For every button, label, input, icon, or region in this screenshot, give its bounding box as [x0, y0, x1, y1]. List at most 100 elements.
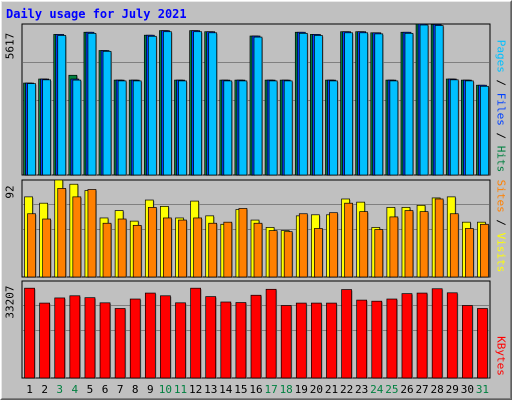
- sites-bar: [329, 212, 338, 278]
- day-label: 21: [325, 383, 338, 396]
- day-label: 4: [72, 383, 79, 396]
- sites-bar: [132, 224, 142, 278]
- pages-bar: [465, 80, 474, 176]
- sites-bar: [449, 213, 459, 278]
- kbytes-bar: [54, 297, 66, 379]
- day-label: 20: [310, 383, 323, 396]
- kbytes-bar: [311, 302, 322, 379]
- sites-bar: [268, 230, 278, 278]
- pages-bar: [102, 50, 112, 176]
- kbytes-bar: [462, 305, 473, 379]
- day-label: 26: [400, 383, 413, 396]
- pages-bar: [87, 32, 97, 176]
- kbytes-bar: [401, 293, 413, 379]
- sites-bar: [117, 218, 127, 278]
- kbytes-bar: [386, 298, 398, 379]
- sites-bar: [298, 213, 308, 278]
- sites-bar: [223, 221, 233, 278]
- pages-bar: [419, 24, 429, 176]
- day-label: 27: [415, 383, 428, 396]
- sites-bar: [419, 211, 429, 278]
- pages-bar: [208, 32, 218, 176]
- sites-bar: [27, 213, 36, 278]
- sites-bar: [193, 217, 202, 278]
- sites-bar: [344, 202, 353, 278]
- kbytes-bar: [235, 302, 247, 379]
- kbytes-bar: [99, 302, 111, 379]
- day-label: 11: [174, 383, 187, 396]
- day-label: 6: [102, 383, 109, 396]
- kbytes-bar: [477, 308, 488, 379]
- pages-bar: [434, 25, 444, 176]
- pages-bar: [132, 80, 142, 176]
- pages-bar: [374, 33, 384, 176]
- kbytes-bar: [280, 305, 292, 379]
- pages-bar: [253, 36, 263, 176]
- day-label: 23: [355, 383, 368, 396]
- hits-files-pages-bars: [23, 23, 490, 177]
- kbytes-bar: [265, 288, 277, 379]
- sites-bar: [163, 217, 172, 278]
- sites-bar: [42, 218, 51, 278]
- pages-bar: [283, 80, 293, 176]
- sites-bar: [283, 231, 293, 278]
- kbytes-bar: [129, 298, 141, 379]
- pages-bar: [404, 32, 414, 176]
- sites-bar: [434, 198, 444, 278]
- pages-bar: [117, 80, 127, 176]
- day-label: 18: [280, 383, 293, 396]
- sites-bar: [147, 207, 157, 278]
- day-label: 10: [159, 383, 172, 396]
- pages-bar: [449, 79, 459, 176]
- sites-bar: [359, 211, 369, 278]
- sites-bar: [178, 219, 187, 278]
- pages-bar: [57, 35, 67, 176]
- kbytes-bar: [144, 292, 156, 379]
- pages-bar: [344, 32, 353, 176]
- sites-bar: [480, 223, 489, 278]
- pages-bar: [223, 80, 233, 176]
- sites-bar: [57, 188, 67, 278]
- day-label: 5: [87, 383, 94, 396]
- chart-title: Daily usage for July 2021: [6, 7, 187, 21]
- pages-bar: [27, 83, 36, 176]
- sites-bar: [238, 208, 248, 278]
- day-label: 14: [219, 383, 233, 396]
- day-label: 28: [431, 383, 444, 396]
- kbytes-bar: [84, 297, 96, 379]
- sites-bar: [72, 196, 82, 278]
- day-label: 29: [446, 383, 459, 396]
- pages-bar: [329, 80, 338, 176]
- visits-sites-bars: [24, 179, 490, 278]
- pages-bar: [268, 80, 278, 176]
- kbytes-bar: [114, 308, 126, 379]
- pages-bar: [178, 80, 187, 176]
- kbytes-bar: [250, 294, 262, 379]
- day-label: 16: [249, 383, 262, 396]
- kbytes-bar: [205, 296, 217, 379]
- kbytes-bar: [356, 299, 368, 379]
- sites-bar: [102, 222, 112, 278]
- sites-bar: [465, 228, 474, 278]
- kbytes-bar: [326, 302, 337, 379]
- kbytes-bars: [24, 287, 489, 379]
- pages-bar: [238, 80, 248, 176]
- kbytes-bar: [24, 287, 35, 379]
- pages-bar: [42, 79, 51, 176]
- pages-bar: [193, 31, 202, 176]
- kbytes-bar: [446, 292, 458, 379]
- kbytes-bar: [175, 302, 186, 379]
- kbytes-bar: [371, 300, 383, 379]
- kbytes-bar: [295, 302, 307, 379]
- sites-bar: [208, 222, 218, 278]
- kbytes-bar: [341, 289, 352, 379]
- day-label: 31: [476, 383, 489, 396]
- pages-bar: [389, 80, 399, 176]
- day-label: 13: [204, 383, 217, 396]
- pages-bar: [72, 79, 82, 176]
- day-label: 19: [295, 383, 308, 396]
- sites-bar: [374, 229, 384, 278]
- pages-bar: [359, 32, 369, 176]
- pages-bar: [163, 31, 172, 176]
